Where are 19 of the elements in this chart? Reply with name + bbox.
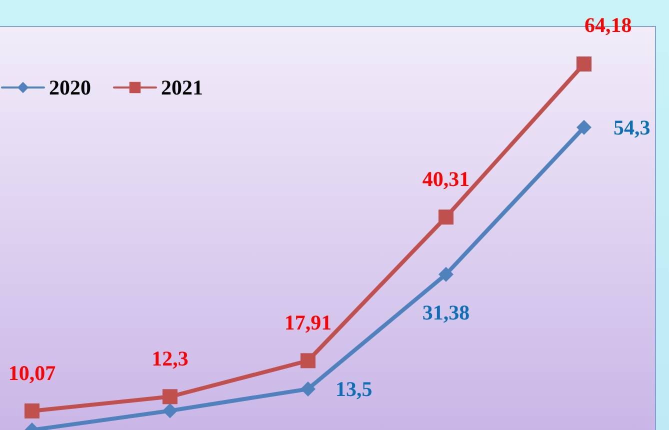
data-label: 31,38 [422,300,470,324]
point [300,353,316,368]
legend-label: 2021 [161,76,203,100]
point [576,120,592,135]
point [438,210,454,225]
point [24,403,40,418]
point [162,389,178,404]
data-label: 17,91 [284,310,332,335]
point [438,266,454,282]
data-label: 10,07 [8,360,56,385]
point [300,381,316,396]
data-label: 54,3 [614,115,650,140]
data-label: 40,31 [422,167,470,192]
point [576,56,592,72]
data-label: 13,5 [336,376,372,401]
legend-label: 2020 [49,76,91,100]
data-label: 64,18 [584,13,632,37]
point [162,403,178,418]
data-label: 12,3 [152,346,188,371]
